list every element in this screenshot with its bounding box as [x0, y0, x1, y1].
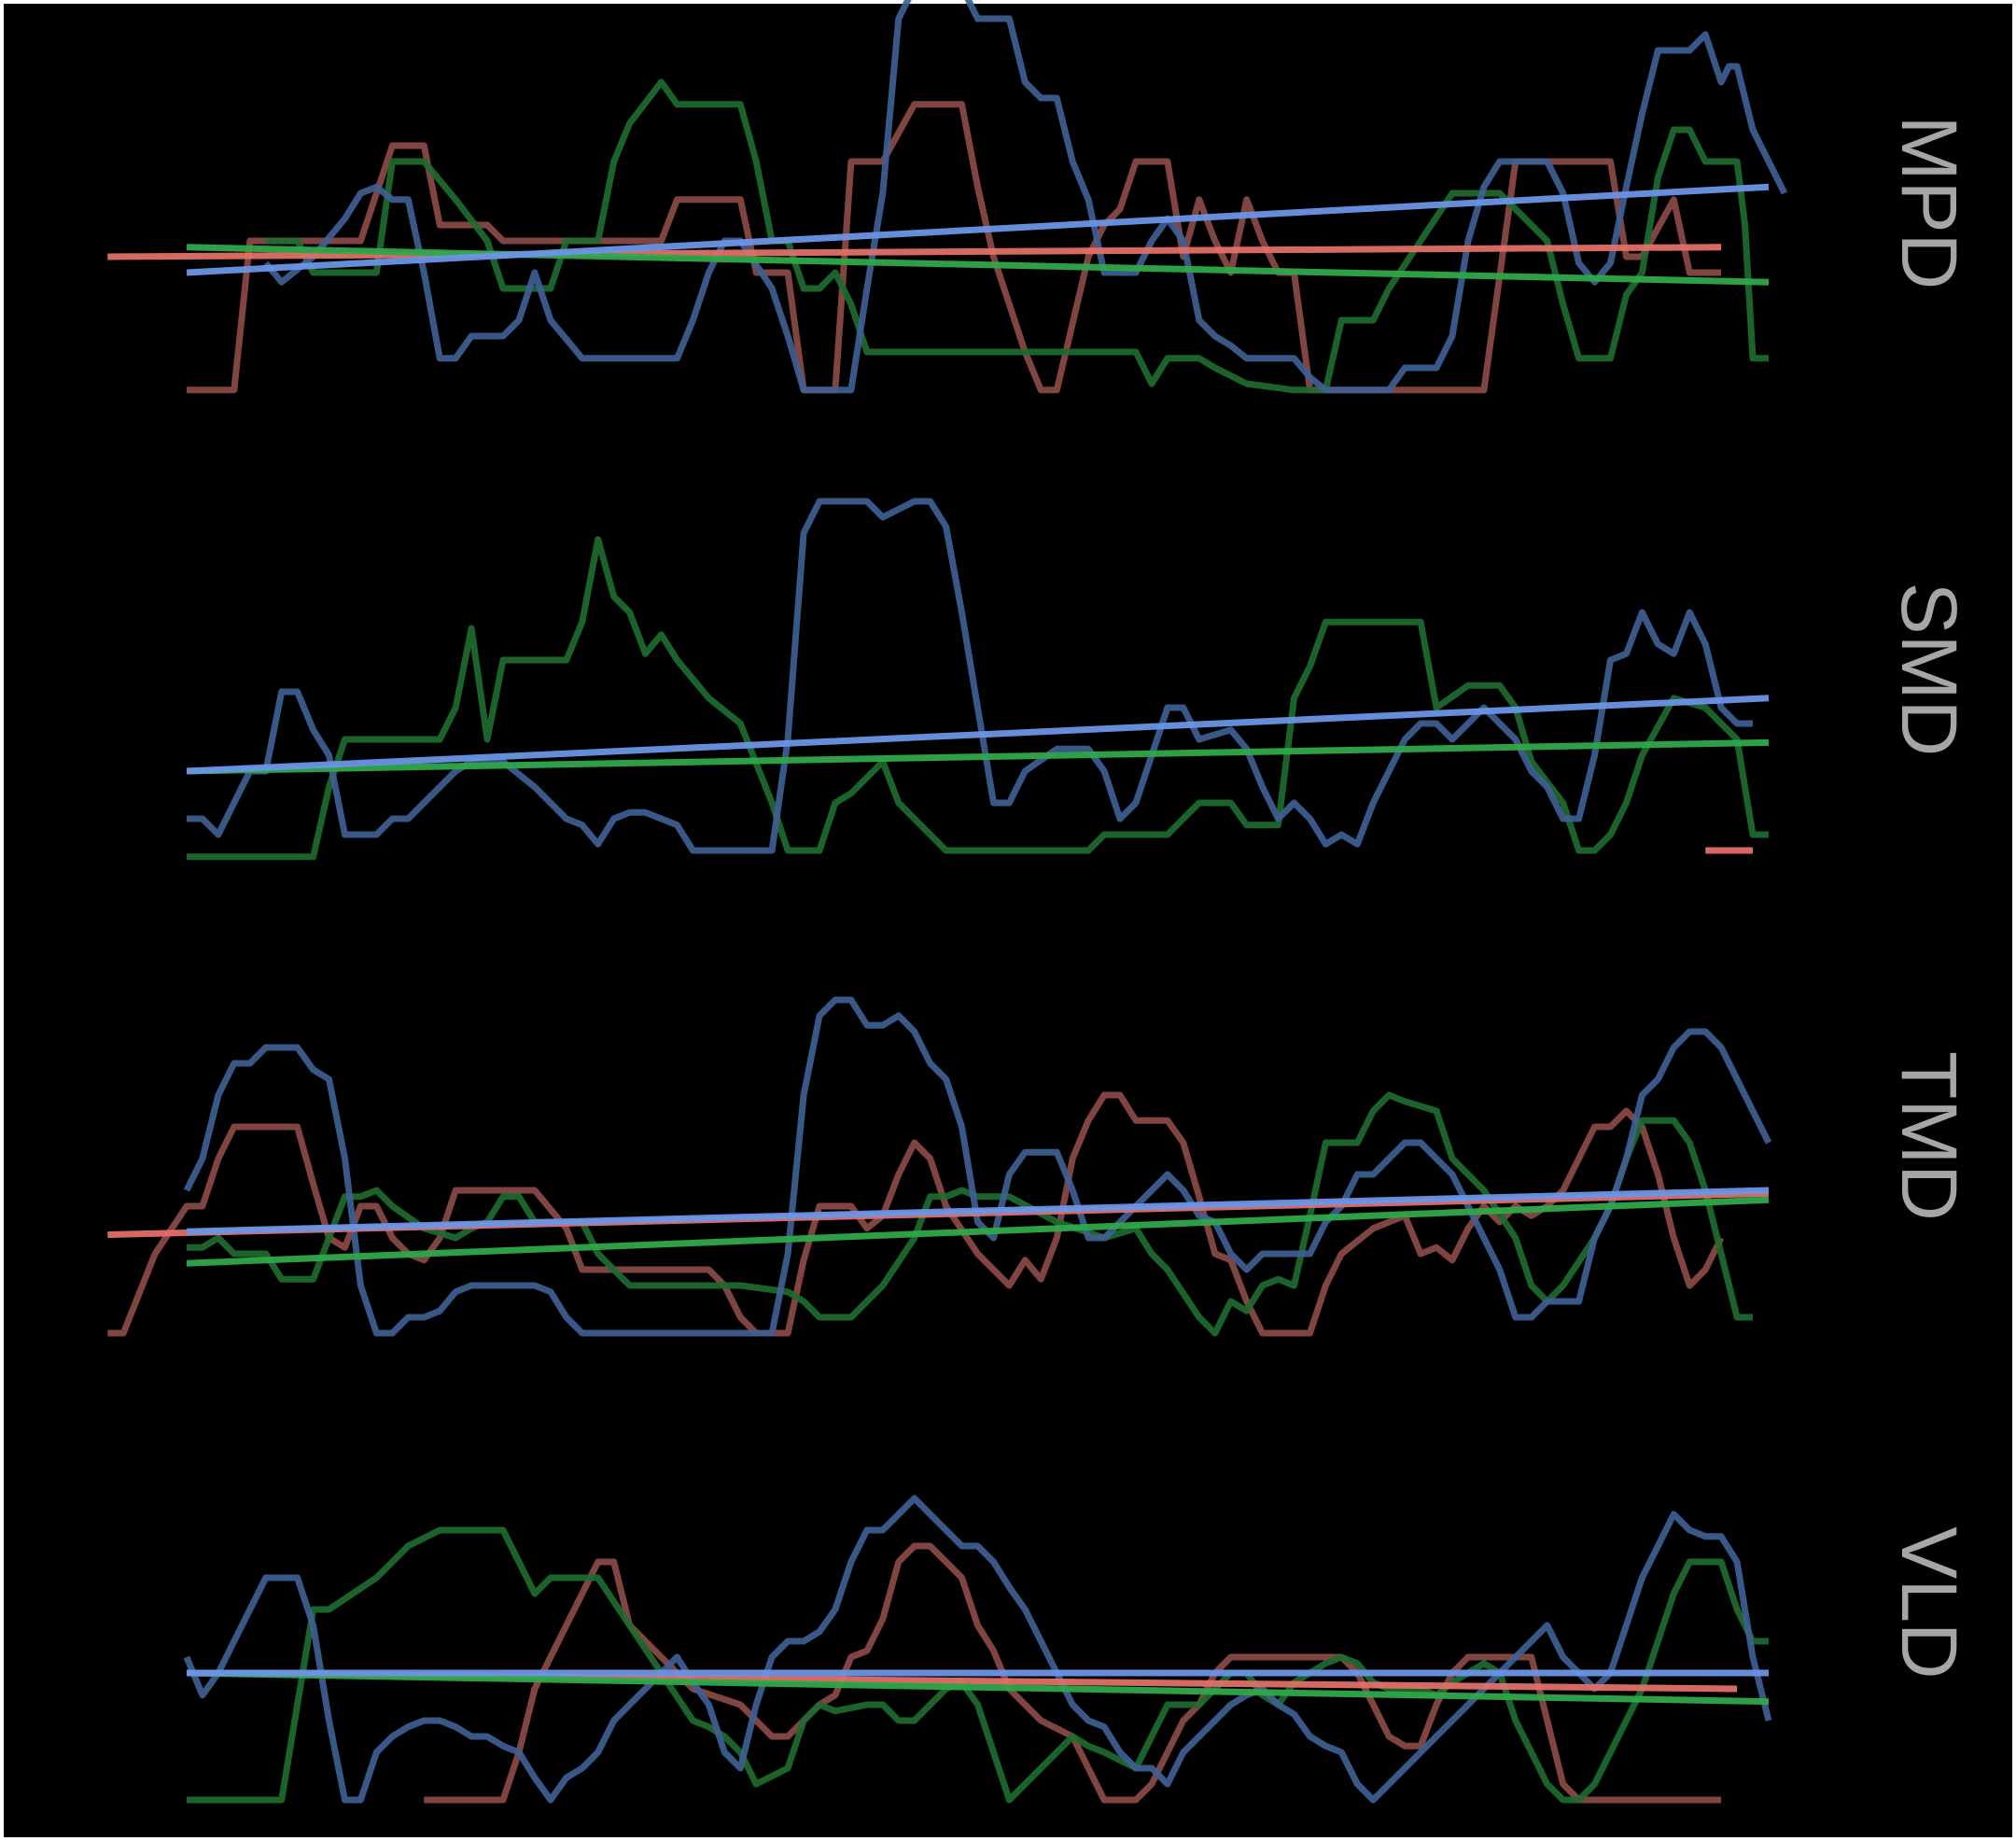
- smd-blue-trend-line: [186, 695, 1770, 775]
- vld-blue-series-line: [183, 1495, 1772, 1804]
- panel-label-tmd: TMD: [1885, 1051, 1973, 1221]
- mpd-blue-trend-line: [186, 183, 1770, 276]
- tmd-blue-trend-line: [186, 1187, 1770, 1235]
- panel-mpd: MPD: [107, 0, 1973, 394]
- vld-green-trend-line: [186, 1669, 1770, 1706]
- smd-green-series-line: [187, 536, 1769, 861]
- panels-layer: MPD SMD TMD VLD: [107, 0, 1973, 1804]
- mpd-green-trend-line: [186, 244, 1770, 286]
- tmd-blue-series-line: [183, 996, 1772, 1337]
- mpd-red-trend-line: [107, 244, 1722, 260]
- panel-tmd: TMD: [107, 996, 1973, 1337]
- mpd-blue-series-line: [263, 0, 1788, 394]
- panel-label-smd: SMD: [1885, 583, 1973, 757]
- panel-label-mpd: MPD: [1885, 116, 1973, 290]
- mpd-green-series-line: [265, 78, 1769, 394]
- panel-smd: SMD: [186, 498, 1973, 861]
- panel-vld: VLD: [183, 1495, 1973, 1804]
- tmd-green-series-line: [187, 1091, 1753, 1337]
- vld-green-series-line: [187, 1526, 1769, 1804]
- panel-label-vld: VLD: [1885, 1526, 1973, 1679]
- smd-green-trend-line: [186, 738, 1770, 775]
- tmd-green-trend-line: [186, 1196, 1770, 1267]
- smd-blue-series-line: [187, 498, 1753, 854]
